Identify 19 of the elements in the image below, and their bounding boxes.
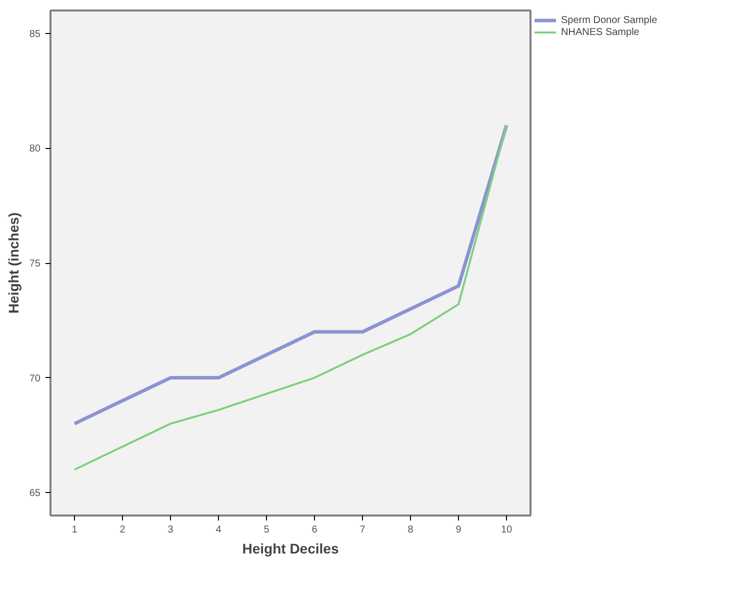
- legend-label: NHANES Sample: [561, 26, 640, 38]
- x-tick-label: 9: [456, 524, 462, 536]
- x-tick-label: 4: [216, 524, 222, 536]
- x-tick-label: 7: [360, 524, 366, 536]
- y-tick-label: 75: [29, 258, 41, 270]
- x-tick-label: 6: [312, 524, 318, 536]
- x-tick-label: 5: [264, 524, 270, 536]
- y-tick-label: 65: [29, 488, 41, 500]
- x-tick-label: 8: [408, 524, 414, 536]
- x-tick-label: 10: [500, 524, 512, 536]
- legend-label: Sperm Donor Sample: [561, 14, 658, 26]
- x-tick-label: 2: [120, 524, 126, 536]
- x-tick-label: 3: [168, 524, 174, 536]
- y-tick-label: 70: [29, 373, 41, 384]
- y-tick-label: 80: [29, 144, 41, 155]
- x-tick-label: 1: [72, 524, 78, 536]
- y-axis-title: Height (inches): [5, 212, 22, 314]
- y-tick-label: 85: [29, 28, 41, 40]
- x-axis-title: Height Deciles: [242, 540, 339, 556]
